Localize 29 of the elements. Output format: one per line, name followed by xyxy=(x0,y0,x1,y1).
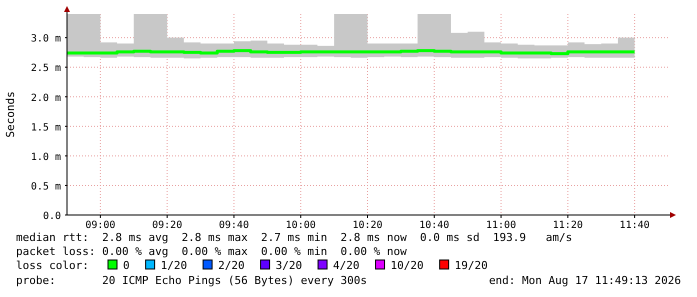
text: end: Mon Aug 17 11:49:13 2026 xyxy=(488,274,681,287)
text: packet loss: 0.00 % avg 0.00 % max 0.00 % min 0.00 % now xyxy=(16,245,408,258)
y-tick-label: 3.0 m xyxy=(30,34,61,45)
legend-label: 1/20 xyxy=(160,259,188,272)
x-tick-label: 11:00 xyxy=(486,220,516,231)
x-tick-label: 11:20 xyxy=(552,220,583,231)
y-tick-label: 0.0 xyxy=(42,211,61,222)
legend-label: 2/20 xyxy=(218,259,245,272)
x-tick-label: 11:40 xyxy=(620,220,650,231)
y-tick-label: 0.5 m xyxy=(30,181,61,192)
legend-label: 0 xyxy=(123,259,130,272)
text: median rtt: 2.8 ms avg 2.8 ms max 2.7 ms min 2.8 ms now 0.0 ms sd 193.9 am/s xyxy=(16,231,572,244)
y-tick-label: 1.5 m xyxy=(30,122,61,134)
y-axis-title: Seconds xyxy=(4,91,17,138)
y-tick-label: 1.0 m xyxy=(30,152,61,163)
x-tick-label: 10:00 xyxy=(286,220,316,231)
legend-label: 19/20 xyxy=(454,259,488,272)
x-tick-label: 09:20 xyxy=(152,220,182,231)
legend-label: 3/20 xyxy=(276,259,302,272)
x-tick-label: 09:00 xyxy=(85,220,116,231)
text: probe: 20 ICMP Echo Pings (56 Bytes) every 300s xyxy=(16,274,367,287)
legend-label: 10/20 xyxy=(390,259,424,272)
y-tick-label: 2.5 m xyxy=(30,63,61,74)
x-tick-label: 09:40 xyxy=(218,220,249,231)
x-tick-label: 10:20 xyxy=(352,220,383,231)
y-tick-label: 2.0 m xyxy=(30,92,61,104)
legend-label: 4/20 xyxy=(333,259,360,272)
legend-title: loss color: xyxy=(16,259,89,272)
x-tick-label: 10:40 xyxy=(419,220,450,231)
